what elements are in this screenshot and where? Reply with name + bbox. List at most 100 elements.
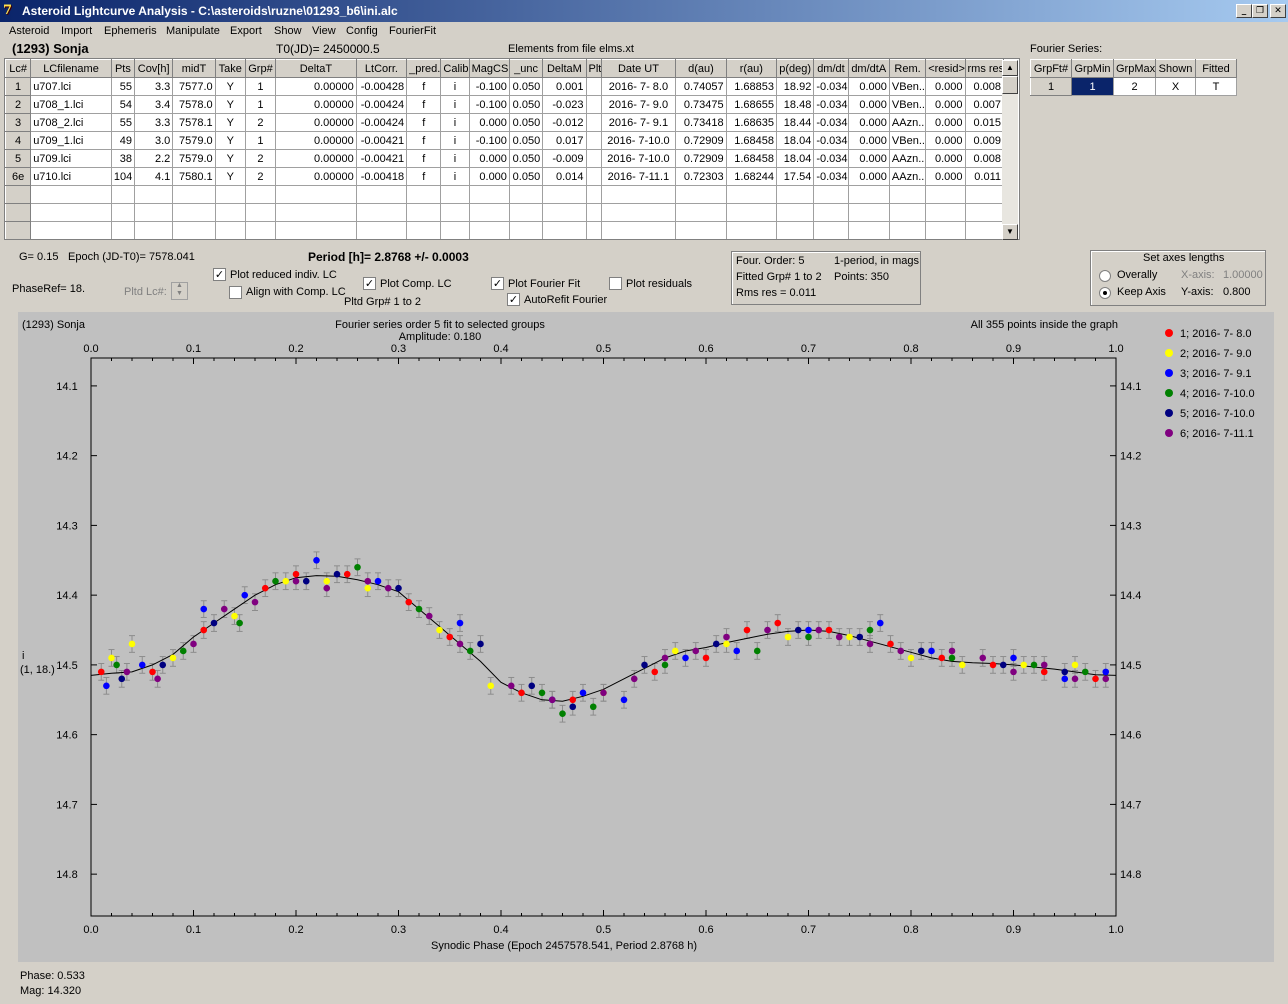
table-cell[interactable]: 0.000: [925, 167, 966, 186]
menu-import[interactable]: Import: [61, 25, 93, 37]
fs-cell-grpmin[interactable]: 1: [1071, 77, 1114, 96]
table-cell[interactable]: Y: [214, 77, 246, 96]
column-header[interactable]: Calib.: [440, 59, 470, 78]
table-cell[interactable]: [542, 221, 587, 239]
autorefit-checkbox[interactable]: ✓: [507, 293, 520, 306]
table-cell[interactable]: [244, 185, 277, 204]
scroll-down-icon[interactable]: ▼: [1002, 224, 1018, 240]
table-cell[interactable]: [214, 203, 246, 222]
column-header[interactable]: _pred.: [406, 59, 442, 78]
table-cell[interactable]: [275, 203, 357, 222]
table-cell[interactable]: i: [440, 149, 470, 168]
table-cell[interactable]: i: [440, 131, 470, 150]
minimize-button[interactable]: _: [1236, 4, 1252, 18]
table-cell[interactable]: f: [406, 113, 442, 132]
table-cell[interactable]: 1.68853: [725, 77, 778, 96]
spin-down-icon[interactable]: ▼: [176, 290, 183, 297]
table-row[interactable]: 2 u708_1.lci 54 3.4 7578.0 Y 1 0.00000 -0.00424 f…: [5, 95, 1004, 114]
table-cell[interactable]: [133, 185, 174, 204]
table-cell[interactable]: 0.009: [964, 131, 1004, 150]
column-header[interactable]: DeltaT: [275, 59, 357, 78]
table-cell[interactable]: -0.034: [813, 131, 849, 150]
table-cell[interactable]: u709.lci: [30, 149, 112, 168]
column-header[interactable]: DeltaM: [542, 59, 587, 78]
table-cell[interactable]: 17.54: [776, 167, 815, 186]
column-header[interactable]: dm/dtA: [847, 59, 890, 78]
table-cell[interactable]: 0.000: [925, 77, 966, 96]
table-cell[interactable]: 1.68458: [725, 131, 778, 150]
table-cell[interactable]: [468, 221, 510, 239]
table-cell[interactable]: 3.4: [133, 95, 174, 114]
table-cell[interactable]: 0.000: [925, 113, 966, 132]
table-cell[interactable]: 4.1: [133, 167, 174, 186]
scroll-up-icon[interactable]: ▲: [1002, 60, 1018, 76]
table-cell[interactable]: u710.lci: [30, 167, 112, 186]
table-cell[interactable]: [585, 77, 602, 96]
table-cell[interactable]: [30, 185, 112, 204]
table-cell[interactable]: 18.48: [776, 95, 815, 114]
fs-cell-grpft[interactable]: 1: [1030, 77, 1072, 96]
table-cell[interactable]: [214, 221, 246, 239]
y-axis-value[interactable]: 0.800: [1223, 286, 1251, 298]
table-cell[interactable]: 1: [244, 95, 277, 114]
fs-col-fitted[interactable]: Fitted: [1195, 59, 1237, 78]
table-cell[interactable]: Y: [214, 131, 246, 150]
table-cell[interactable]: 7579.0: [172, 131, 216, 150]
table-cell[interactable]: [888, 185, 927, 204]
column-header[interactable]: Cov[h]: [133, 59, 174, 78]
table-cell[interactable]: 7579.0: [172, 149, 216, 168]
menu-manipulate[interactable]: Manipulate: [166, 25, 220, 37]
table-cell[interactable]: Y: [214, 149, 246, 168]
column-header[interactable]: Date UT: [600, 59, 677, 78]
table-cell[interactable]: [172, 221, 216, 239]
table-cell[interactable]: [508, 185, 544, 204]
table-cell[interactable]: 0.001: [542, 77, 587, 96]
table-cell[interactable]: [847, 221, 890, 239]
fs-cell-fitted[interactable]: T: [1195, 77, 1237, 96]
table-cell[interactable]: [440, 185, 470, 204]
table-cell[interactable]: [172, 185, 216, 204]
table-cell[interactable]: 2016- 7- 9.1: [600, 113, 677, 132]
table-cell[interactable]: 0.000: [925, 131, 966, 150]
table-cell[interactable]: [925, 221, 966, 239]
column-header[interactable]: LCfilename: [30, 59, 112, 78]
table-cell[interactable]: [776, 185, 815, 204]
table-cell[interactable]: 0.000: [847, 95, 890, 114]
table-cell[interactable]: 0.000: [925, 95, 966, 114]
table-row[interactable]: 5 u709.lci 38 2.2 7579.0 Y 2 0.00000 -0.00421 f i 0…: [5, 149, 1004, 168]
table-cell[interactable]: [585, 203, 602, 222]
table-cell[interactable]: 7580.1: [172, 167, 216, 186]
row-header[interactable]: 1: [5, 77, 32, 96]
table-cell[interactable]: [30, 203, 112, 222]
table-cell[interactable]: 104: [110, 167, 136, 186]
table-cell[interactable]: [847, 185, 890, 204]
scroll-thumb[interactable]: [1002, 76, 1018, 94]
table-cell[interactable]: 0.000: [847, 149, 890, 168]
table-cell[interactable]: [440, 221, 470, 239]
table-row[interactable]: 6e u710.lci 104 4.1 7580.1 Y 2 0.00000 -0.00418 f…: [5, 167, 1004, 186]
table-cell[interactable]: -0.100: [468, 77, 510, 96]
table-cell[interactable]: 0.73475: [675, 95, 727, 114]
column-header[interactable]: Plt: [585, 59, 602, 78]
table-cell[interactable]: [600, 185, 677, 204]
table-cell[interactable]: 1.68244: [725, 167, 778, 186]
table-cell[interactable]: [110, 185, 136, 204]
table-cell[interactable]: [355, 203, 408, 222]
column-header[interactable]: Pts: [110, 59, 136, 78]
table-cell[interactable]: 7578.0: [172, 95, 216, 114]
table-cell[interactable]: i: [440, 77, 470, 96]
table-cell[interactable]: -0.100: [468, 131, 510, 150]
menu-ephemeris[interactable]: Ephemeris: [104, 25, 157, 37]
table-cell[interactable]: u708_2.lci: [30, 113, 112, 132]
table-row[interactable]: [5, 203, 1004, 222]
table-cell[interactable]: 49: [110, 131, 136, 150]
table-cell[interactable]: -0.00421: [355, 149, 408, 168]
table-cell[interactable]: 0.050: [508, 167, 544, 186]
table-cell[interactable]: 0.74057: [675, 77, 727, 96]
table-cell[interactable]: VBen...: [888, 131, 927, 150]
menu-view[interactable]: View: [312, 25, 336, 37]
table-cell[interactable]: -0.023: [542, 95, 587, 114]
plot-fourier-checkbox[interactable]: ✓: [491, 277, 504, 290]
table-cell[interactable]: [110, 203, 136, 222]
table-cell[interactable]: 0.000: [925, 149, 966, 168]
